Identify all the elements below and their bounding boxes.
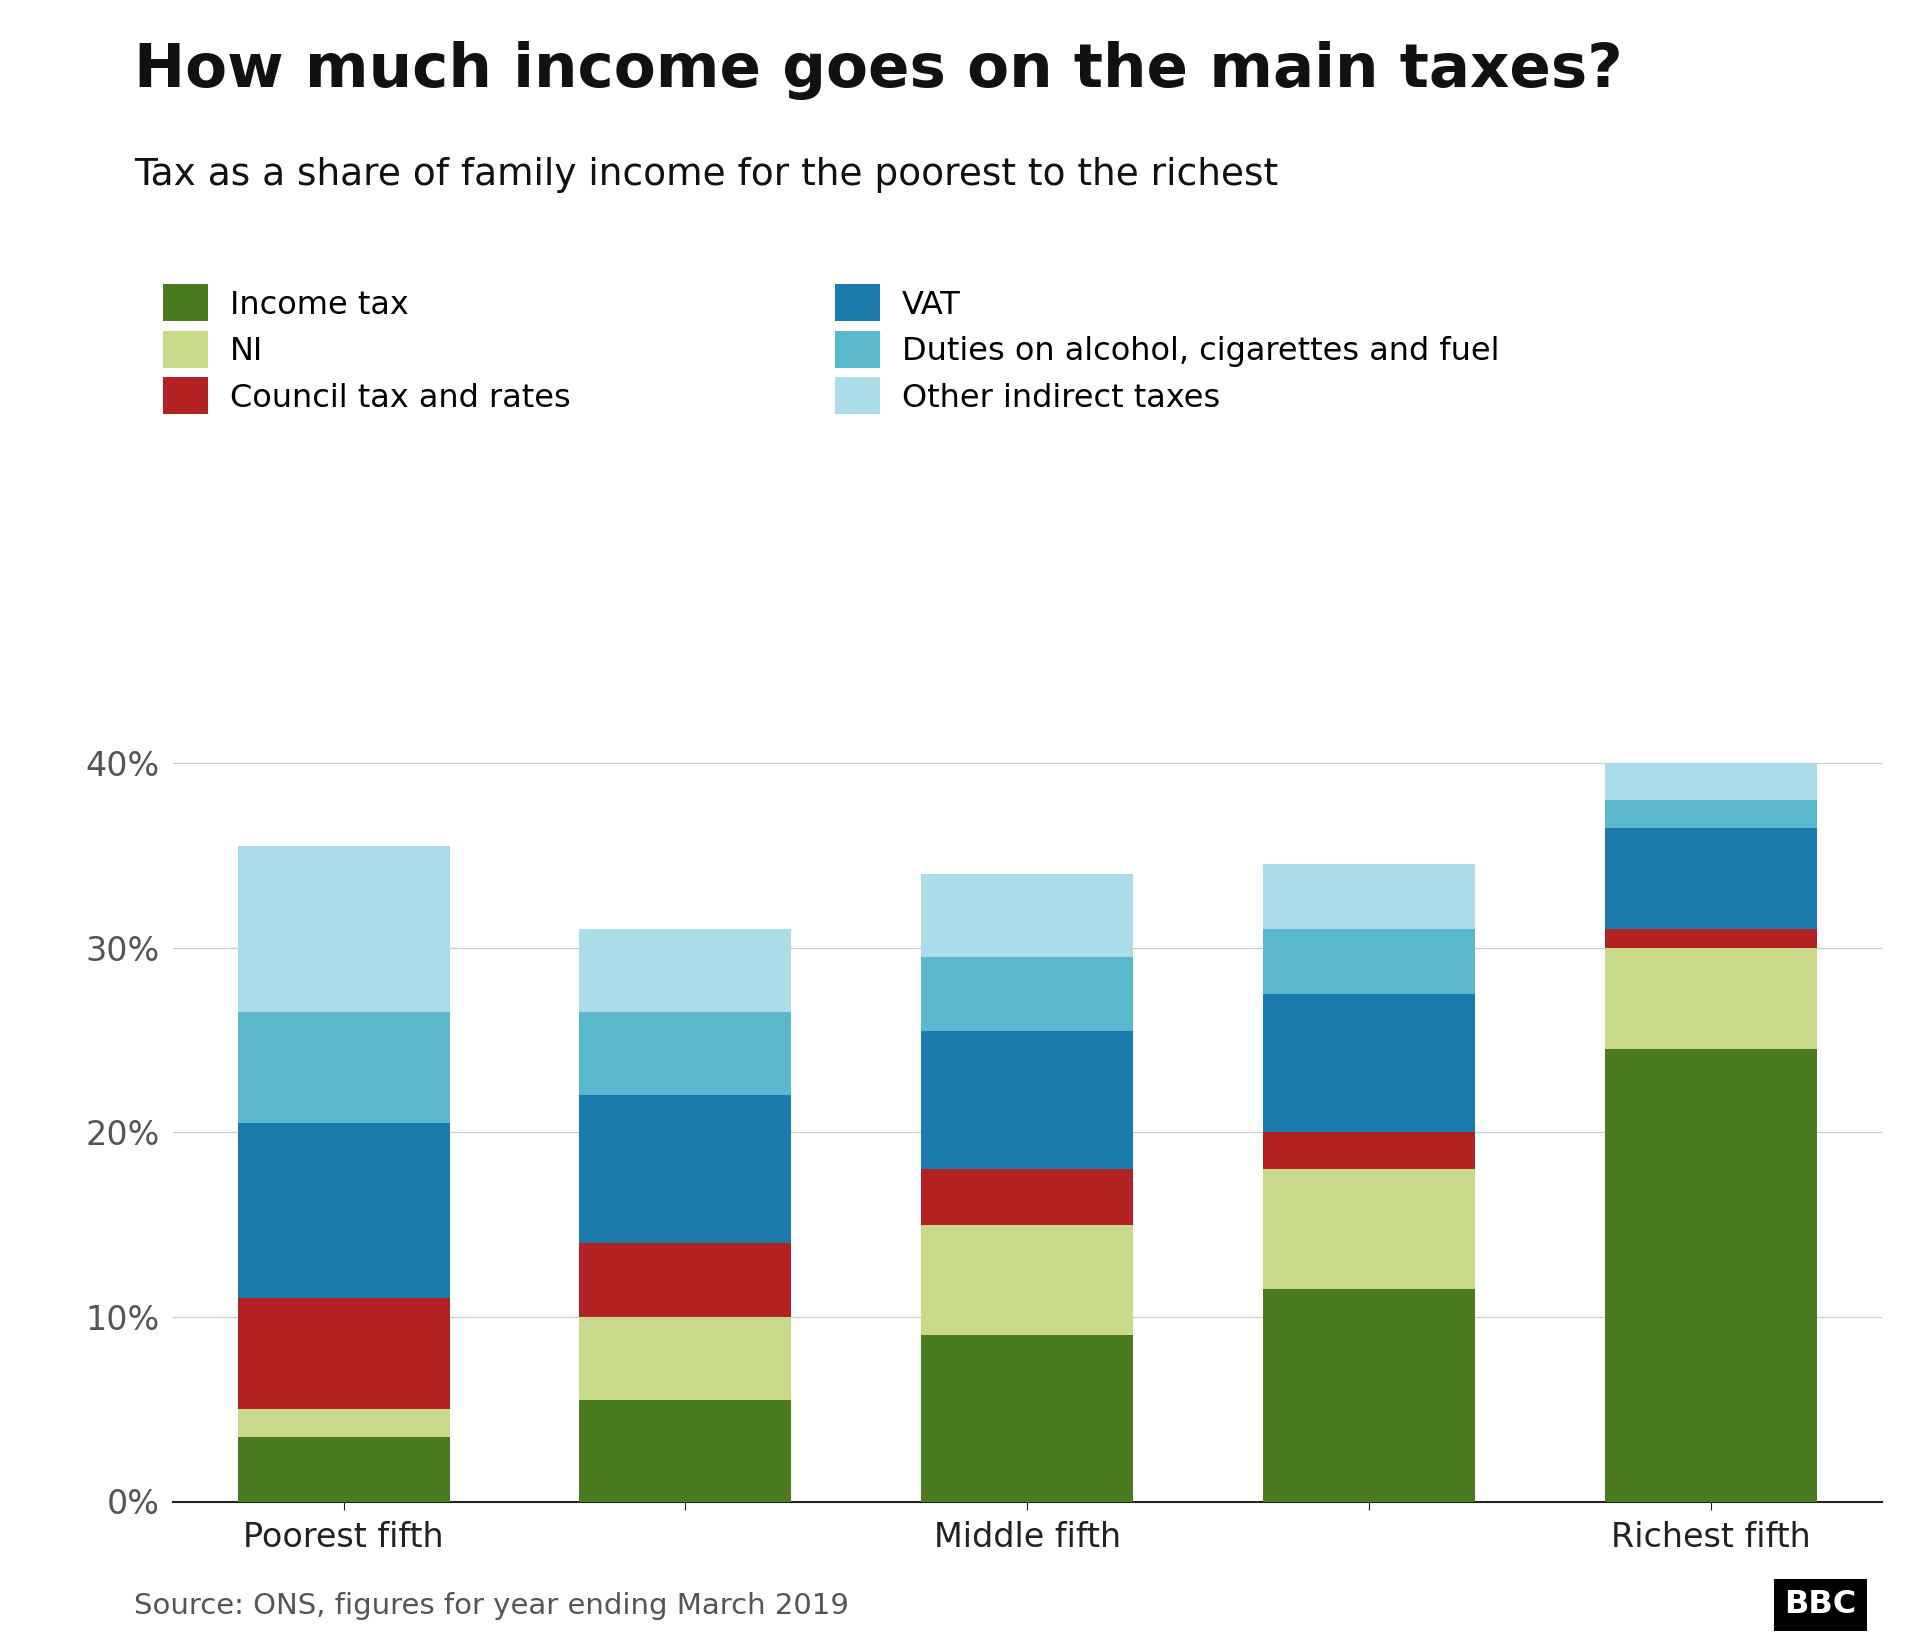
Bar xyxy=(580,1242,791,1317)
Bar xyxy=(1263,1289,1475,1502)
Bar xyxy=(1605,800,1816,828)
Bar xyxy=(922,1335,1133,1502)
Bar xyxy=(580,1317,791,1399)
Text: How much income goes on the main taxes?: How much income goes on the main taxes? xyxy=(134,41,1622,101)
Bar xyxy=(922,1031,1133,1170)
Bar xyxy=(238,1409,449,1437)
Bar xyxy=(1605,929,1816,947)
Bar xyxy=(1605,762,1816,800)
Bar xyxy=(922,1224,1133,1335)
Bar xyxy=(1263,1170,1475,1289)
Bar xyxy=(238,1437,449,1502)
Legend: Income tax, NI, Council tax and rates: Income tax, NI, Council tax and rates xyxy=(150,272,584,427)
Bar xyxy=(1263,865,1475,929)
Legend: VAT, Duties on alcohol, cigarettes and fuel, Other indirect taxes: VAT, Duties on alcohol, cigarettes and f… xyxy=(822,272,1513,427)
Bar xyxy=(1605,1049,1816,1502)
Bar xyxy=(580,1096,791,1242)
Bar xyxy=(238,1011,449,1124)
Bar xyxy=(580,1399,791,1502)
Bar xyxy=(1605,947,1816,1049)
Bar xyxy=(238,846,449,1011)
Bar xyxy=(1263,929,1475,993)
Bar xyxy=(580,1011,791,1096)
Bar xyxy=(922,1170,1133,1224)
Bar xyxy=(1263,993,1475,1132)
Text: Source: ONS, figures for year ending March 2019: Source: ONS, figures for year ending Mar… xyxy=(134,1592,849,1620)
Text: BBC: BBC xyxy=(1784,1589,1857,1620)
Bar xyxy=(238,1124,449,1299)
Bar xyxy=(1605,828,1816,929)
Bar xyxy=(922,957,1133,1031)
Text: Tax as a share of family income for the poorest to the richest: Tax as a share of family income for the … xyxy=(134,157,1279,193)
Bar xyxy=(580,929,791,1011)
Bar xyxy=(238,1299,449,1409)
Bar xyxy=(922,874,1133,957)
Bar xyxy=(1263,1132,1475,1170)
